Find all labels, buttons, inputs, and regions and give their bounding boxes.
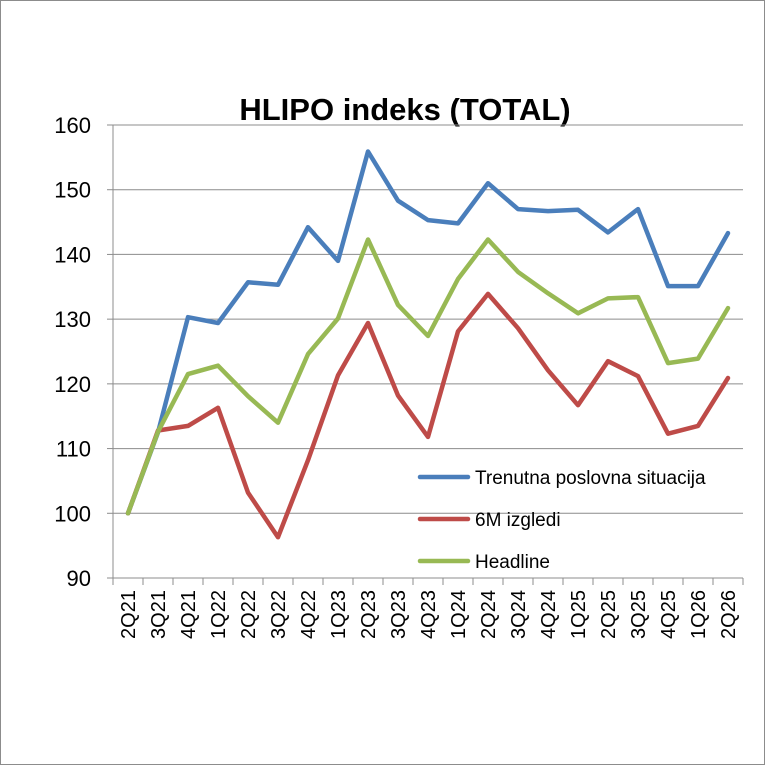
chart-title: HLIPO indeks (TOTAL) bbox=[239, 92, 570, 127]
x-axis-ticks: 2Q21 3Q21 4Q21 1Q22 2Q22 3Q22 4Q22 1Q23 2Q23 3Q23… bbox=[118, 590, 740, 639]
x-tick-label: 2Q22 bbox=[238, 590, 260, 639]
x-tick-label: 1Q25 bbox=[568, 590, 590, 639]
axes bbox=[107, 124, 744, 585]
y-tick-label: 150 bbox=[54, 178, 91, 203]
series-line bbox=[125, 149, 731, 516]
x-tick-label: 3Q24 bbox=[508, 590, 530, 639]
x-tick-label: 2Q26 bbox=[718, 590, 740, 639]
y-tick-label: 110 bbox=[56, 437, 91, 462]
gridlines bbox=[113, 124, 743, 579]
legend-label: 6M izgledi bbox=[475, 510, 561, 531]
series-line bbox=[125, 291, 731, 540]
y-tick-label: 140 bbox=[54, 242, 91, 267]
x-tick-label: 3Q25 bbox=[628, 590, 650, 639]
x-tick-label: 4Q21 bbox=[178, 590, 200, 639]
y-tick-label: 130 bbox=[54, 307, 91, 332]
y-tick-label: 160 bbox=[54, 113, 91, 138]
x-tick-label: 4Q22 bbox=[298, 590, 320, 639]
y-tick-label: 120 bbox=[54, 372, 91, 397]
y-tick-label: 100 bbox=[54, 501, 91, 526]
x-tick-label: 1Q24 bbox=[448, 590, 470, 639]
x-tick-label: 4Q24 bbox=[538, 590, 560, 639]
x-tick-label: 4Q23 bbox=[418, 590, 440, 639]
x-tick-label: 2Q21 bbox=[118, 590, 140, 639]
y-tick-label: 90 bbox=[67, 566, 91, 591]
x-tick-label: 1Q26 bbox=[688, 590, 710, 639]
x-tick-label: 1Q22 bbox=[208, 590, 230, 639]
x-tick-label: 2Q24 bbox=[478, 590, 500, 639]
x-tick-label: 2Q25 bbox=[598, 590, 620, 639]
legend-label: Headline bbox=[475, 552, 550, 573]
y-axis-ticks: 90 100 110 120 130 140 150 160 bbox=[54, 113, 91, 591]
legend: Trenutna poslovna situacija 6M izgledi Hea… bbox=[417, 468, 706, 573]
x-tick-label: 2Q23 bbox=[358, 590, 380, 639]
x-tick-label: 3Q21 bbox=[148, 590, 170, 639]
series-lines bbox=[125, 149, 731, 540]
x-tick-label: 3Q23 bbox=[388, 590, 410, 639]
series-line bbox=[125, 237, 731, 516]
x-tick-label: 1Q23 bbox=[328, 590, 350, 639]
legend-label: Trenutna poslovna situacija bbox=[475, 468, 706, 489]
x-tick-label: 3Q22 bbox=[268, 590, 290, 639]
x-tick-label: 4Q25 bbox=[658, 590, 680, 639]
